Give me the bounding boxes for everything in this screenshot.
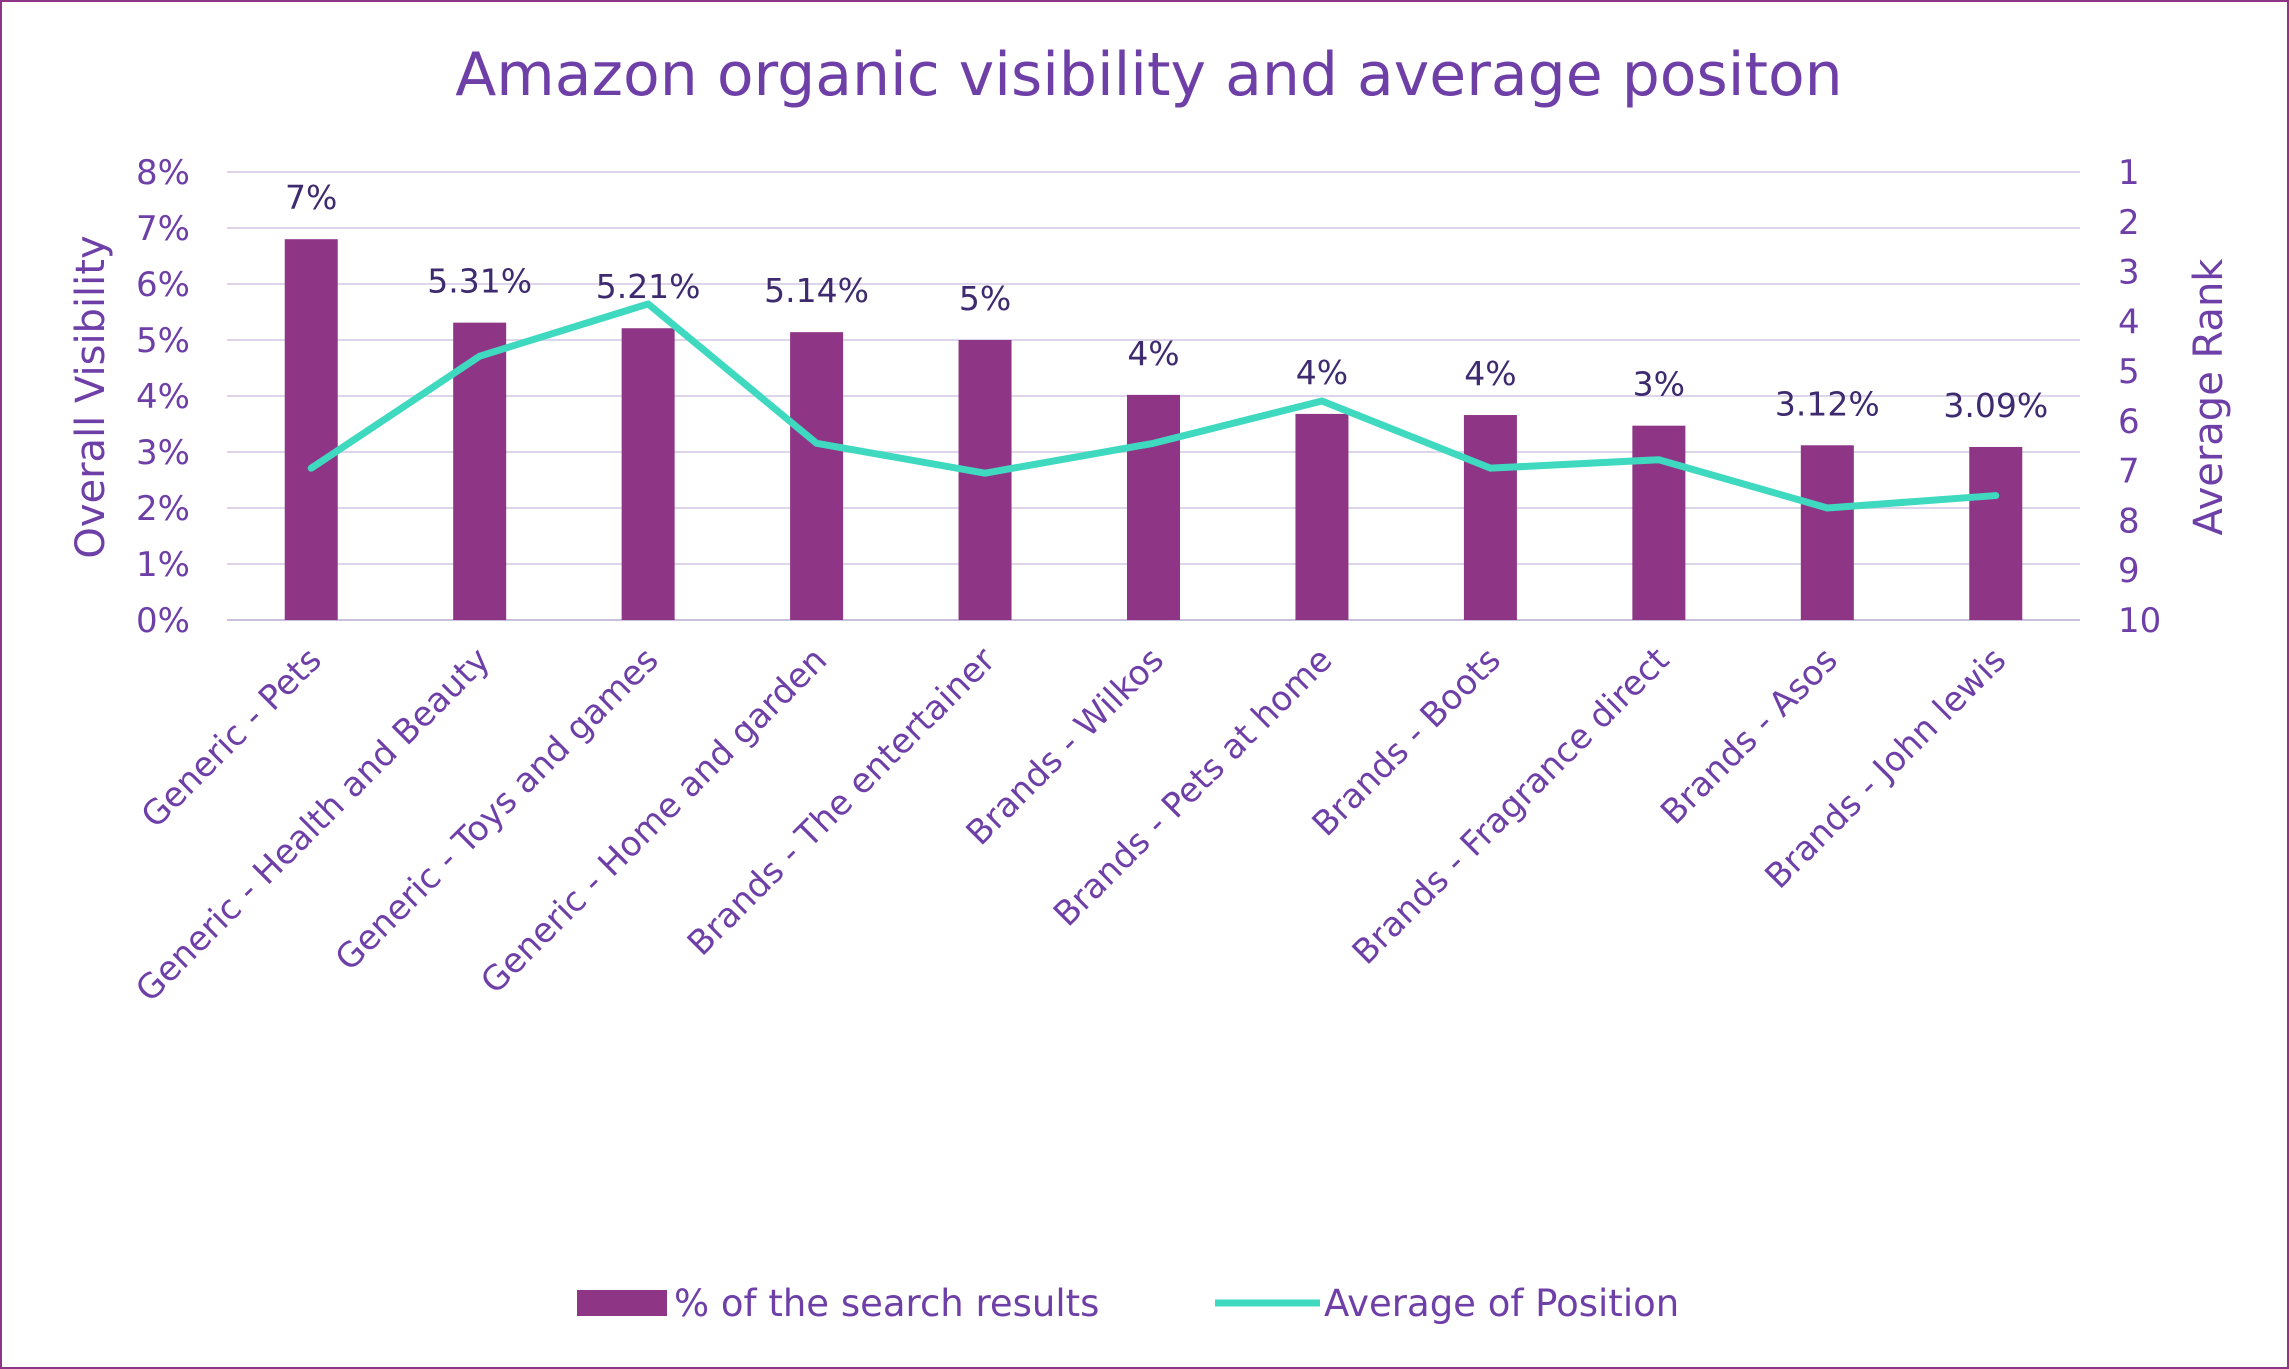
bar <box>958 340 1012 620</box>
y2-tick-label: 4 <box>2118 302 2140 342</box>
y2-tick-label: 2 <box>2118 203 2140 243</box>
y-tick-label: 3% <box>136 433 190 473</box>
bar <box>1295 413 1349 620</box>
bar-data-label: 4% <box>1127 334 1179 373</box>
y-tick-label: 6% <box>136 265 190 305</box>
bar <box>1127 394 1180 620</box>
bar <box>453 322 507 620</box>
bar-data-label: 4% <box>1296 353 1348 392</box>
bar <box>284 239 338 620</box>
average-position-line <box>307 300 2000 512</box>
bar-data-label: 3.09% <box>1943 386 2048 425</box>
bar <box>621 328 675 620</box>
bar <box>1632 425 1686 620</box>
bar-series <box>284 239 2023 620</box>
y-axis-title: Overall Visibility <box>68 235 114 558</box>
y2-tick-label: 3 <box>2118 253 2140 293</box>
y-tick-label: 7% <box>136 209 190 249</box>
bar-data-label: 5.31% <box>427 262 532 301</box>
x-category-label: Brands - Asos <box>1653 640 1846 833</box>
legend: % of the search results Average of Posit… <box>577 1282 1679 1325</box>
bar <box>1800 445 1854 620</box>
y-tick-label: 2% <box>136 489 190 529</box>
x-category-label: Brands - The entertainer <box>680 640 1004 964</box>
y2-axis-title: Average Rank <box>2186 258 2232 536</box>
y-tick-label: 1% <box>136 545 190 585</box>
bar <box>1463 415 1517 620</box>
bar-data-label: 3.12% <box>1775 384 1880 423</box>
y-axis-ticks: 0% 1% 2% 3% 4% 5% 6% 7% 8% <box>136 153 190 641</box>
bar-data-label: 7% <box>285 178 337 217</box>
x-category-label: Generic - Pets <box>134 640 330 836</box>
bar-data-label: 5.21% <box>596 267 701 306</box>
bar-data-label: 5% <box>959 279 1011 318</box>
y-tick-label: 0% <box>136 601 190 641</box>
y2-tick-label: 10 <box>2118 601 2161 641</box>
bar-data-label: 3% <box>1633 365 1685 404</box>
x-category-label: Generic - Home and garden <box>473 640 835 1002</box>
x-category-label: Brands - Fragrance direct <box>1345 640 1678 973</box>
bar-data-label: 4% <box>1464 354 1516 393</box>
x-category-label: Generic - Toys and games <box>328 640 667 979</box>
y2-tick-label: 1 <box>2118 153 2140 193</box>
y2-tick-label: 8 <box>2118 501 2140 541</box>
legend-bar-swatch <box>577 1290 667 1316</box>
x-category-label: Generic - Health and Beauty <box>128 640 498 1010</box>
bar <box>1969 446 2023 620</box>
bar-data-label: 5.14% <box>764 271 869 310</box>
y2-axis-ticks: 1 2 3 4 5 6 7 8 9 10 <box>2118 153 2161 641</box>
data-labels: 7% 5.31% 5.21% 5.14% 5% 4% 4% 4% 3% 3.12% 3.09% <box>285 178 2048 425</box>
legend-bar-label: % of the search results <box>674 1282 1099 1325</box>
y2-tick-label: 7 <box>2118 452 2140 492</box>
legend-line-label: Average of Position <box>1324 1282 1679 1325</box>
y-tick-label: 4% <box>136 377 190 417</box>
y2-tick-label: 5 <box>2118 352 2140 392</box>
y-tick-label: 8% <box>136 153 190 193</box>
bar <box>790 332 844 620</box>
y2-tick-label: 9 <box>2118 551 2140 591</box>
y-tick-label: 5% <box>136 321 190 361</box>
line-series <box>307 300 2000 512</box>
y2-tick-label: 6 <box>2118 402 2140 442</box>
chart-title: Amazon organic visibility and average po… <box>455 40 1842 110</box>
x-category-label: Brands - Pets at home <box>1046 640 1340 934</box>
